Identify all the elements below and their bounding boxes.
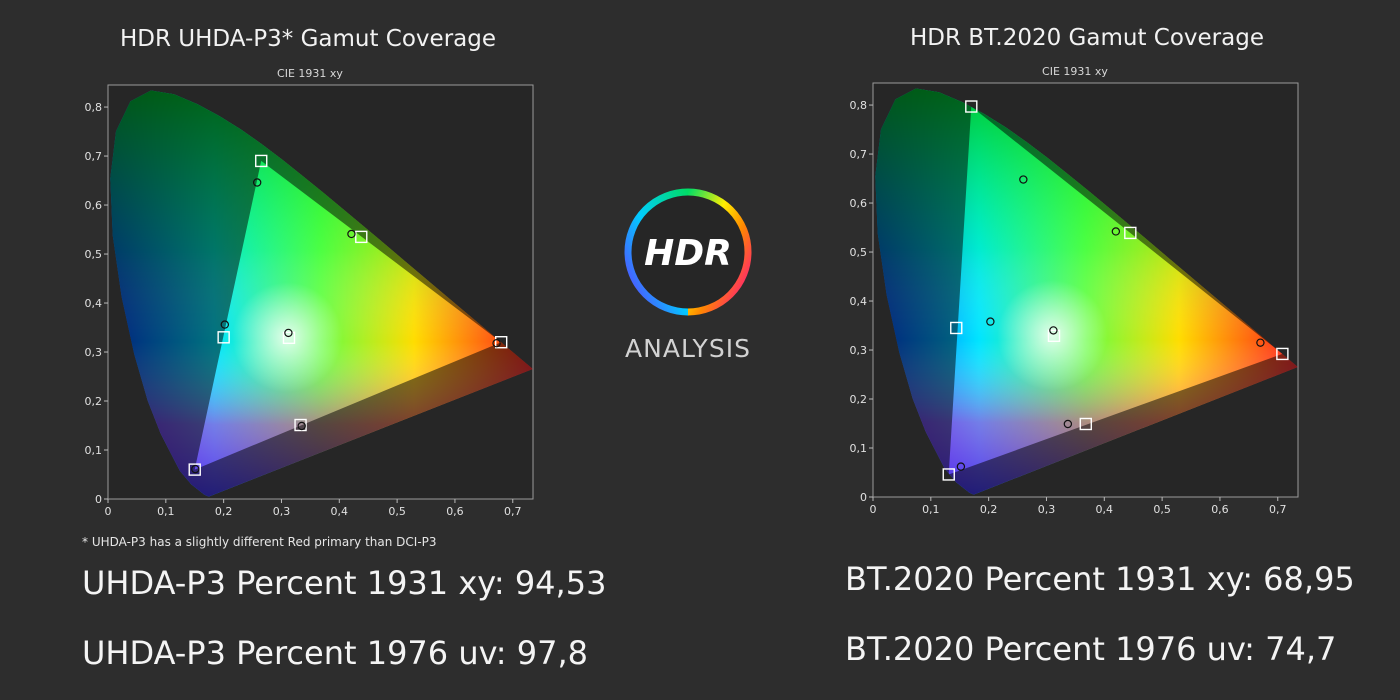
x-tick-label: 0,6 (446, 505, 464, 518)
measured-point (252, 178, 262, 187)
y-tick-label: 0,2 (850, 393, 868, 406)
y-tick-label: 0 (860, 491, 867, 504)
right-gamut-chart: 0 0,1 0,2 0,3 0,4 0,5 0,6 0,7 0 0,1 0,2 0,3 0,4 0,5 0,… (850, 82, 1299, 516)
x-tick-label: 0,3 (273, 505, 291, 518)
x-tick-label: 0,1 (157, 505, 175, 518)
measured-point (297, 421, 306, 431)
y-tick-label: 0,8 (850, 99, 868, 112)
y-tick-label: 0,1 (850, 442, 868, 455)
left-stat-1931: UHDA-P3 Percent 1931 xy: 94,53 (82, 564, 607, 602)
y-tick-label: 0,4 (850, 295, 868, 308)
x-tick-label: 0 (105, 505, 112, 518)
measured-point (986, 317, 995, 326)
x-tick-label: 0,2 (215, 505, 233, 518)
y-tick-label: 0,5 (85, 248, 103, 261)
measured-point (220, 320, 230, 329)
target-point (1079, 417, 1092, 431)
measured-point (284, 328, 293, 338)
y-tick-label: 0,2 (85, 395, 103, 408)
right-chart-title: HDR BT.2020 Gamut Coverage (910, 25, 1264, 51)
x-tick-label: 0,3 (1038, 503, 1056, 516)
y-tick-label: 0,8 (85, 101, 103, 114)
target-point (494, 336, 508, 349)
x-tick-label: 0 (870, 503, 877, 516)
y-tick-label: 0,7 (85, 150, 103, 163)
y-tick-label: 0,4 (85, 297, 103, 310)
x-tick-label: 0,7 (504, 505, 522, 518)
target-point (355, 230, 368, 244)
right-stat-1976: BT.2020 Percent 1976 uv: 74,7 (845, 630, 1337, 668)
measured-point (1063, 419, 1073, 429)
y-tick-label: 0,3 (850, 344, 868, 357)
left-chart-title: HDR UHDA-P3* Gamut Coverage (120, 26, 496, 52)
measured-point (1256, 338, 1265, 347)
y-tick-label: 0,6 (850, 197, 868, 210)
target-point (255, 154, 268, 168)
target-point (1276, 347, 1289, 361)
x-tick-label: 0,5 (388, 505, 406, 518)
target-point (942, 468, 955, 481)
measured-point (492, 338, 501, 348)
x-tick-label: 0,5 (1153, 503, 1171, 516)
logo-word: ANALYSIS (625, 334, 751, 363)
target-point (965, 100, 978, 113)
measured-point (1049, 326, 1058, 335)
measured-point (956, 462, 966, 471)
target-point (217, 331, 230, 344)
measured-point (347, 229, 356, 239)
x-tick-label: 0,4 (331, 505, 349, 518)
y-tick-label: 0,3 (85, 346, 103, 359)
y-tick-label: 0,1 (85, 444, 103, 457)
x-tick-label: 0,6 (1211, 503, 1229, 516)
target-point (282, 331, 296, 345)
target-point (188, 463, 201, 476)
x-tick-label: 0,4 (1096, 503, 1114, 516)
y-tick-label: 0,5 (850, 246, 868, 259)
hdr-analysis-logo: HDR (624, 188, 752, 316)
target-point (294, 418, 307, 432)
right-chart-subtitle: CIE 1931 xy (1042, 65, 1108, 78)
y-tick-label: 0,7 (850, 148, 868, 161)
left-chart-subtitle: CIE 1931 xy (277, 67, 343, 80)
x-tick-label: 0,7 (1269, 503, 1287, 516)
y-tick-label: 0 (95, 493, 102, 506)
x-tick-label: 0,2 (980, 503, 998, 516)
y-tick-label: 0,6 (85, 199, 103, 212)
left-gamut-chart: 0 0,1 0,2 0,3 0,4 0,5 0,6 0,7 0 0,1 0,2 0,3 0,4 0,5 0,… (85, 84, 534, 518)
left-stat-1976: UHDA-P3 Percent 1976 uv: 97,8 (82, 634, 588, 672)
measured-point (191, 464, 200, 474)
right-stat-1931: BT.2020 Percent 1931 xy: 68,95 (845, 560, 1355, 598)
target-point (1047, 329, 1061, 343)
measured-point (1111, 227, 1121, 236)
measured-point (1019, 175, 1028, 184)
hdr-logo-mark: HDR (644, 233, 732, 274)
left-footnote: * UHDA-P3 has a slightly different Red p… (82, 535, 437, 549)
target-point (1124, 226, 1137, 240)
target-point (950, 321, 963, 335)
x-tick-label: 0,1 (922, 503, 940, 516)
